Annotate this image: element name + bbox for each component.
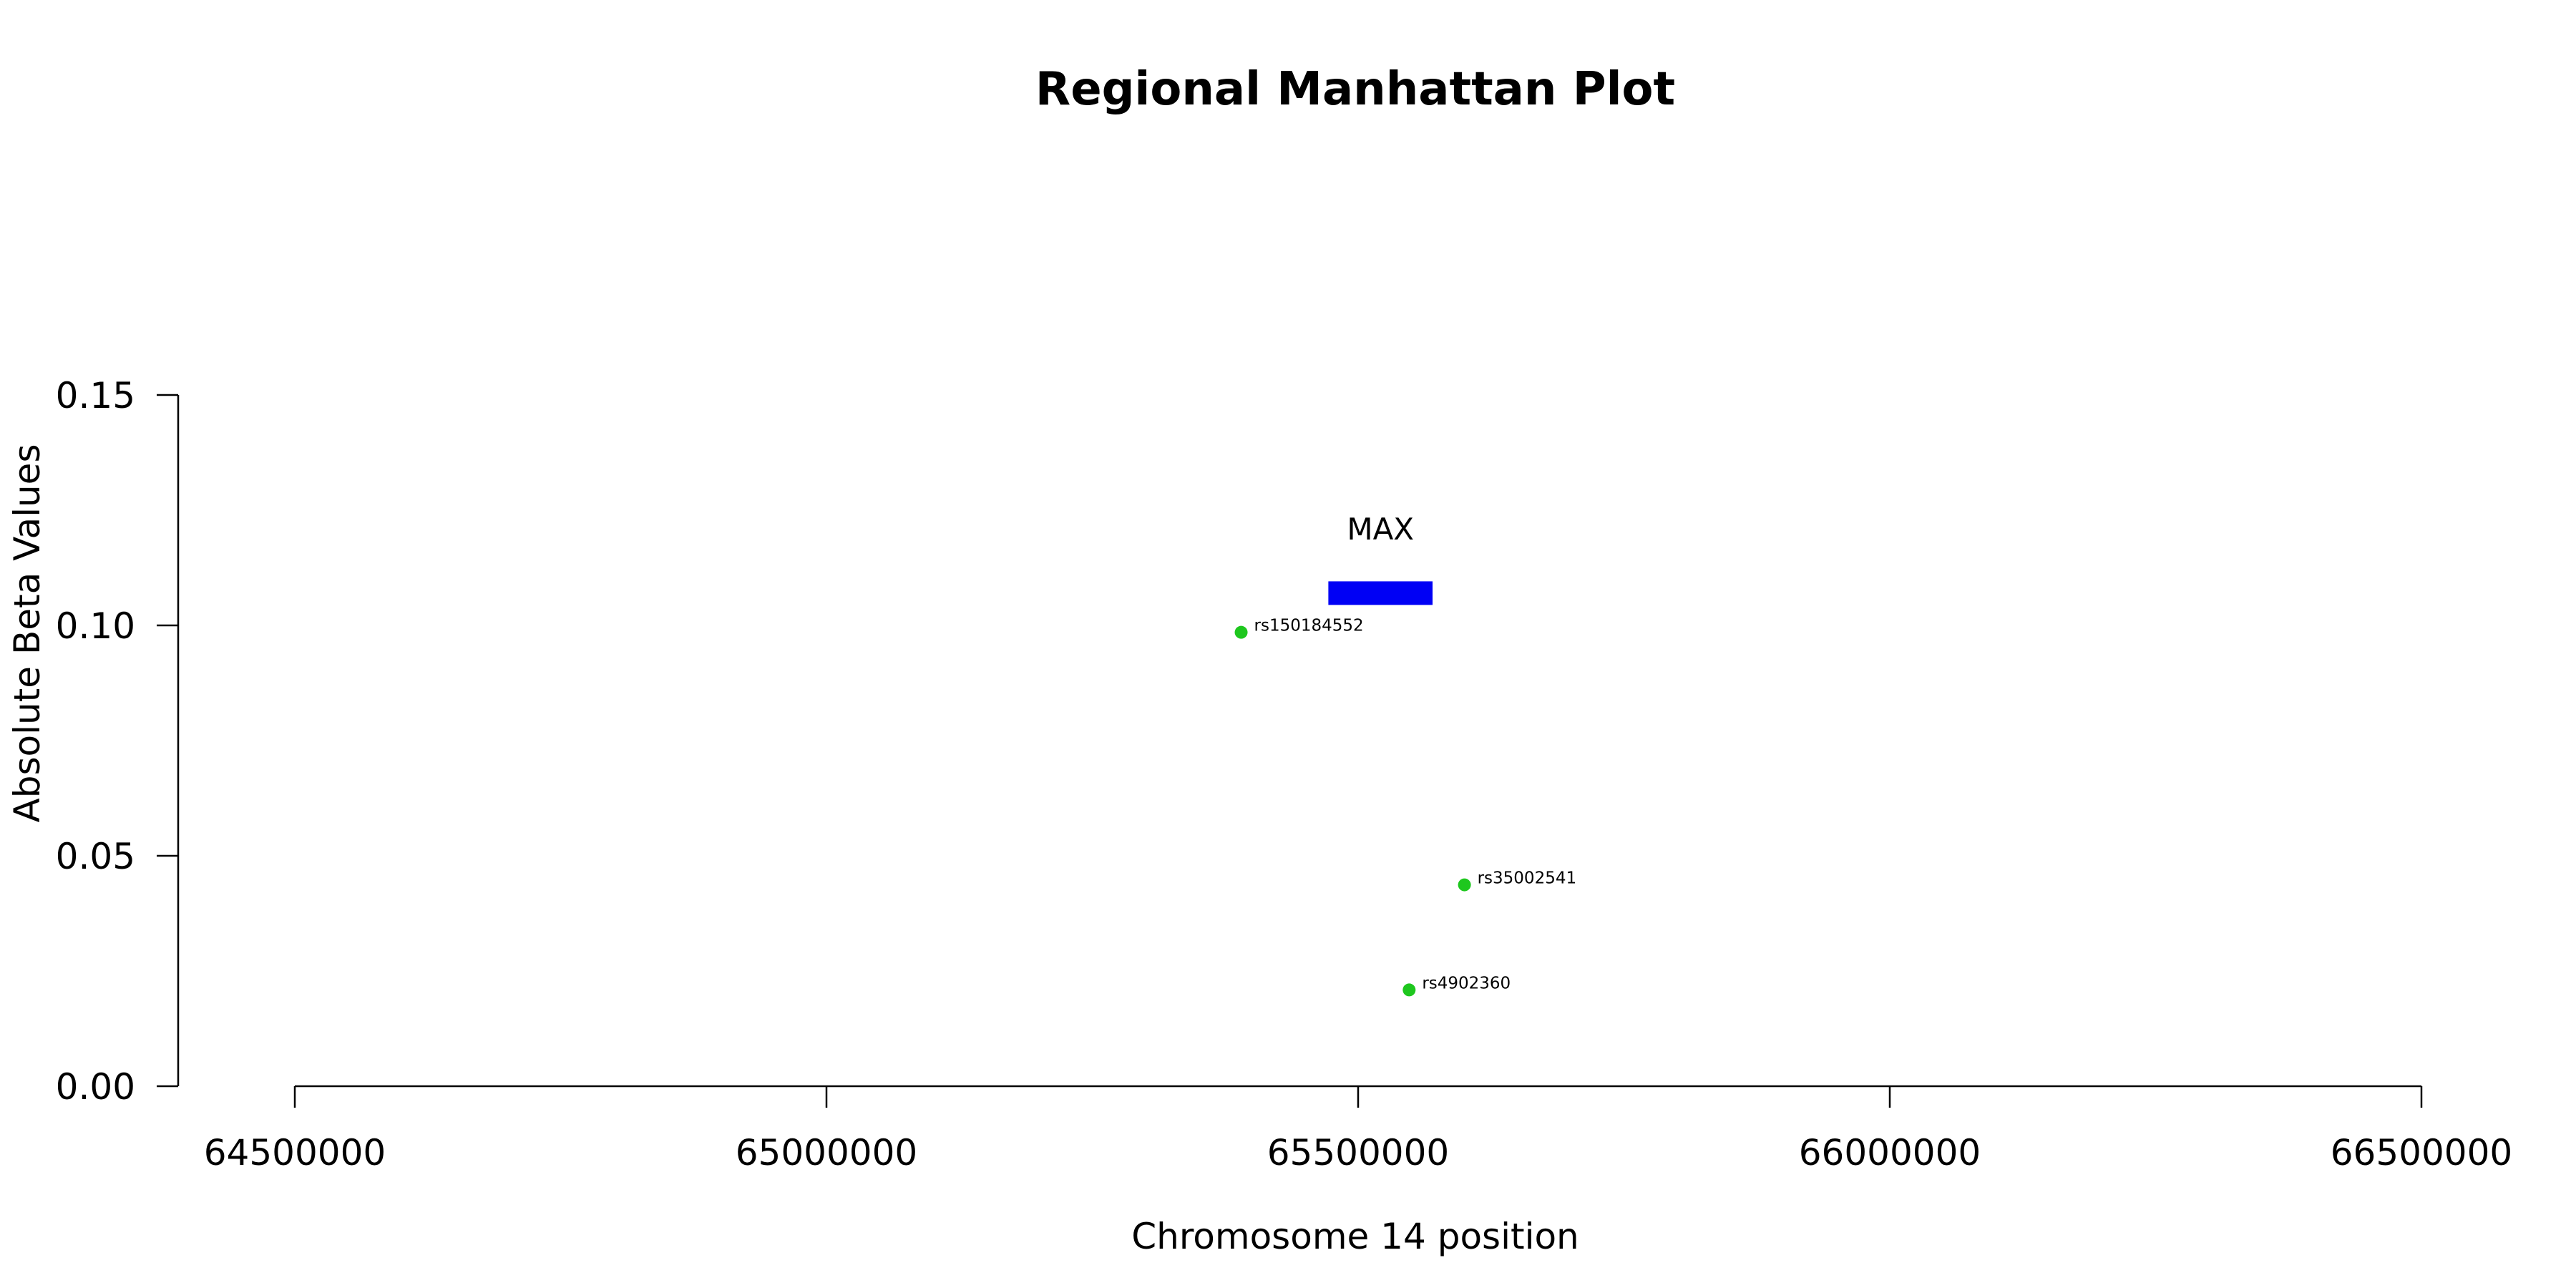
x-tick-label: 65000000 <box>736 1132 918 1174</box>
x-tick-label: 65500000 <box>1267 1132 1450 1174</box>
snp-label: rs35002541 <box>1478 869 1577 888</box>
snp-point <box>1402 983 1416 997</box>
x-axis: 64500000 65000000 65500000 66000000 66500000 <box>204 1085 2513 1174</box>
y-tick-label: 0.15 <box>56 375 135 416</box>
x-tick-label: 64500000 <box>204 1132 386 1174</box>
snp-label: rs150184552 <box>1254 617 1364 635</box>
gene-box <box>1328 581 1433 605</box>
x-tick-label: 66500000 <box>2331 1132 2513 1174</box>
snp-points: rs150184552 rs35002541 rs4902360 <box>1234 617 1577 997</box>
chart-title: Regional Manhattan Plot <box>1035 63 1675 116</box>
x-axis-label: Chromosome 14 position <box>1131 1216 1579 1257</box>
snp-point <box>1234 625 1248 639</box>
y-axis: 0.00 0.05 0.10 0.15 <box>56 375 180 1108</box>
y-tick-label: 0.00 <box>56 1066 135 1108</box>
x-tick-label: 66000000 <box>1799 1132 1981 1174</box>
snp-label: rs4902360 <box>1422 974 1511 992</box>
y-tick-label: 0.05 <box>56 836 135 877</box>
gene-track: MAX <box>1328 512 1433 605</box>
y-axis-label: Absolute Beta Values <box>6 444 48 823</box>
snp-point <box>1458 878 1471 892</box>
y-tick-label: 0.10 <box>56 605 135 647</box>
gene-label: MAX <box>1347 512 1414 547</box>
